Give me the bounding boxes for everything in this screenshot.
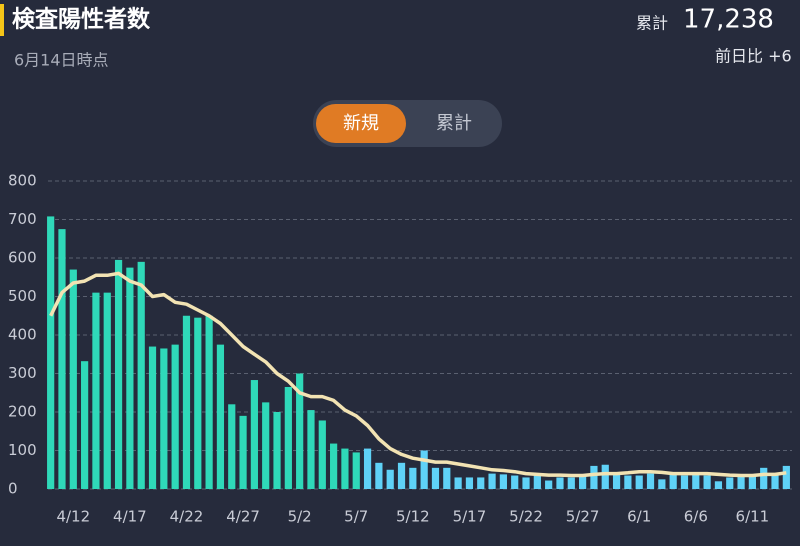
bar [92,292,100,489]
total-label: 累計 [636,14,668,33]
x-tick-label: 4/27 [226,508,260,526]
bar [612,473,621,489]
y-tick-label: 0 [8,480,18,498]
toggle-option[interactable]: 累計 [436,113,472,134]
bar [194,317,202,489]
x-tick-label: 6/6 [684,508,708,526]
bar [58,229,66,489]
bar [352,452,360,489]
x-tick-label: 4/12 [56,508,90,526]
y-tick-label: 400 [8,326,37,344]
bar [760,467,768,489]
bar [465,477,474,489]
bar [680,475,689,489]
bar [556,477,564,489]
bar [182,315,191,489]
toggle-active [316,104,406,143]
bar [330,443,338,489]
y-tick-label: 300 [8,364,37,382]
bar [488,473,496,489]
bar [567,477,575,489]
bar [477,477,485,489]
change: 前日比 +6 [715,47,792,66]
bar [363,448,372,489]
bar [296,373,304,489]
y-tick-label: 600 [8,249,37,267]
y-tick-label: 100 [8,441,37,459]
y-tick-label: 700 [8,210,37,228]
bar [171,344,179,489]
bar [703,475,711,489]
bar [454,477,462,489]
bar [126,267,134,489]
y-tick-label: 500 [8,287,37,305]
bar [635,475,643,489]
bar [273,412,281,489]
bar [726,477,734,489]
bar [307,410,315,489]
y-tick-label: 800 [8,172,37,190]
bar [511,475,519,489]
bar [590,465,598,489]
bar [137,261,145,489]
toggle-option[interactable]: 新規 [343,113,379,134]
bar [533,475,541,489]
bar [601,464,609,489]
x-tick-label: 5/27 [566,508,600,526]
bar [443,467,451,489]
bar [579,475,587,489]
x-tick-label: 5/22 [509,508,543,526]
bar [658,479,666,489]
bar [375,462,383,489]
bar [431,467,440,489]
bar [771,473,779,489]
x-tick-label: 5/7 [344,508,368,526]
x-tick-label: 5/2 [288,508,312,526]
bar [250,380,258,489]
x-tick-label: 4/17 [113,508,147,526]
bar [205,315,213,489]
bar [69,269,77,489]
bar [47,216,55,490]
bar [341,448,349,489]
x-tick-label: 4/22 [170,508,204,526]
bar [522,477,530,489]
x-tick-label: 6/1 [627,508,651,526]
bar [782,465,790,489]
bar [160,348,168,489]
bar [148,346,157,489]
bar [545,480,553,489]
bar [748,475,756,489]
bar [103,292,111,489]
x-tick-label: 5/17 [453,508,487,526]
bar [420,450,428,489]
x-tick-label: 6/11 [736,508,770,526]
bar [228,404,236,489]
bar [262,402,270,489]
bar [239,415,247,489]
bar [646,473,655,489]
bar [81,361,89,489]
subtitle: 6月14日時点 [14,51,109,70]
bar [409,467,417,489]
title-accent [0,4,4,36]
average-line [49,271,787,478]
bar [669,473,677,489]
y-tick-label: 200 [8,403,37,421]
bar [114,259,123,489]
bar [737,475,745,489]
bar [318,420,326,489]
bar [284,386,292,489]
bar [499,474,507,489]
bar [386,469,394,489]
bar [216,344,225,489]
bar [624,475,632,489]
bar [692,473,700,489]
total-value: 17,238 [683,5,774,35]
title: 検査陽性者数 [12,7,151,33]
bar [397,462,406,489]
x-tick-label: 5/12 [396,508,430,526]
bar [714,481,723,489]
